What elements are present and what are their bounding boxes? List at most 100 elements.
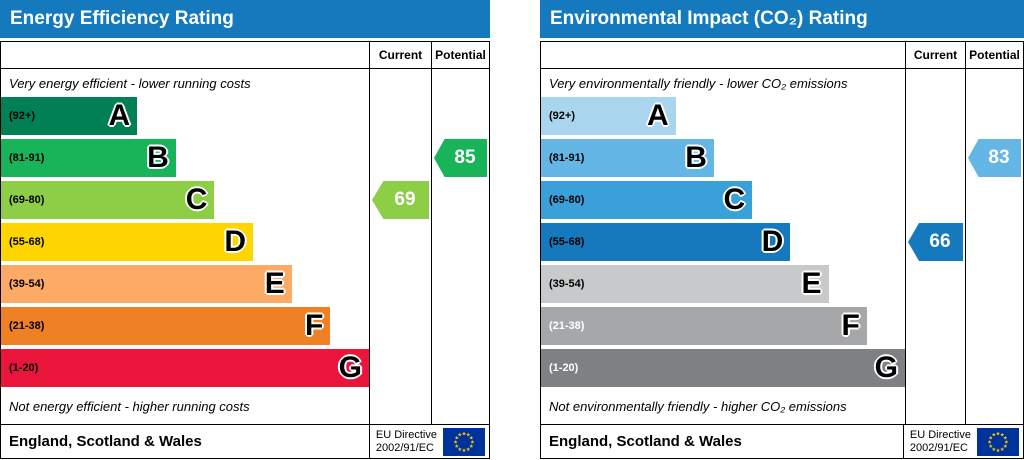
- current-rating-value: 69: [394, 189, 416, 210]
- current-rating-arrow: 66: [908, 223, 963, 261]
- current-rating-arrow: 69: [372, 181, 429, 219]
- band-b-letter: B: [685, 141, 707, 174]
- bottom-note: Not energy efficient - higher running co…: [9, 399, 250, 414]
- band-g-range: (1-20): [9, 362, 39, 374]
- band-e-bar: (39-54) E: [1, 265, 292, 303]
- band-b-bar: (81-91) B: [541, 139, 714, 177]
- band-g-range: (1-20): [549, 362, 579, 374]
- band-d-bar: (55-68) D: [1, 223, 254, 261]
- band-e-range: (39-54): [9, 278, 45, 290]
- column-header-divider: [1, 68, 489, 69]
- current-rating-value: 66: [929, 231, 951, 252]
- chart-body: Very environmentally friendly - lower CO…: [540, 41, 1024, 459]
- band-b-bar: (81-91) B: [1, 139, 176, 177]
- potential-rating-arrow: 85: [434, 139, 487, 177]
- rating-bands: (92+) A (81-91) B (69-80) C (55-68) D (39-54…: [541, 97, 905, 391]
- band-a: (92+) A: [1, 97, 369, 139]
- current-column-header: Current: [378, 48, 423, 62]
- potential-column-header: Potential: [435, 48, 486, 62]
- eu-directive-label: EU Directive 2002/91/EC: [368, 425, 443, 458]
- potential-rating-value: 83: [988, 147, 1010, 168]
- band-d: (55-68) D: [1, 223, 369, 265]
- chart-title-bar: Energy Efficiency Rating: [0, 0, 490, 38]
- band-a-letter: A: [647, 99, 669, 132]
- chart-body: Very energy efficient - lower running co…: [0, 41, 490, 459]
- band-g: (1-20) G: [541, 349, 905, 391]
- region-label: England, Scotland & Wales: [9, 433, 202, 450]
- bands-area: Very environmentally friendly - lower CO…: [541, 69, 905, 424]
- band-c-range: (69-80): [549, 194, 585, 206]
- band-a-letter: A: [108, 99, 131, 132]
- band-a-range: (92+): [9, 110, 35, 122]
- band-f: (21-38) F: [541, 307, 905, 349]
- band-e-range: (39-54): [549, 278, 585, 290]
- bands-area: Very energy efficient - lower running co…: [1, 69, 369, 424]
- band-f-range: (21-38): [9, 320, 45, 332]
- band-d-bar: (55-68) D: [541, 223, 791, 261]
- eu-directive-line2: 2002/91/EC: [909, 441, 968, 454]
- current-column: Current 69: [369, 42, 431, 424]
- rating-table: Very energy efficient - lower running co…: [1, 42, 489, 424]
- chart-title: Environmental Impact (CO₂) Rating: [550, 8, 868, 29]
- environmental-impact-rating-chart: Environmental Impact (CO₂) Rating Very e…: [540, 0, 1024, 459]
- band-c-range: (69-80): [9, 194, 45, 206]
- band-f-range: (21-38): [549, 320, 585, 332]
- band-g-letter: G: [338, 351, 362, 384]
- band-d-letter: D: [224, 225, 247, 258]
- band-g-bar: (1-20) G: [541, 349, 905, 387]
- band-c: (69-80) C: [541, 181, 905, 223]
- band-b: (81-91) B: [1, 139, 369, 181]
- band-e: (39-54) E: [541, 265, 905, 307]
- eu-directive-line2: 2002/91/EC: [375, 441, 434, 454]
- eu-directive-line1: EU Directive: [909, 428, 971, 441]
- band-e-bar: (39-54) E: [541, 265, 829, 303]
- top-note: Very environmentally friendly - lower CO…: [549, 76, 848, 91]
- top-note: Very energy efficient - lower running co…: [9, 76, 251, 91]
- potential-column: Potential 83: [965, 42, 1023, 424]
- band-f-bar: (21-38) F: [1, 307, 331, 345]
- band-a-range: (92+): [549, 110, 575, 122]
- rating-bands: (92+) A (81-91) B (69-80) C (55-68) D (39-54…: [1, 97, 369, 391]
- bottom-note: Not environmentally friendly - higher CO…: [549, 399, 847, 414]
- band-d-range: (55-68): [9, 236, 45, 248]
- band-d: (55-68) D: [541, 223, 905, 265]
- eu-directive-label: EU Directive 2002/91/EC: [902, 425, 977, 458]
- band-e: (39-54) E: [1, 265, 369, 307]
- band-a-bar: (92+) A: [1, 97, 138, 135]
- band-c-bar: (69-80) C: [1, 181, 215, 219]
- band-d-letter: D: [761, 225, 784, 258]
- band-g-letter: G: [874, 351, 898, 384]
- band-d-range: (55-68): [549, 236, 585, 248]
- band-f-bar: (21-38) F: [541, 307, 867, 345]
- eu-directive-line1: EU Directive: [375, 428, 437, 441]
- current-column: Current 66: [905, 42, 965, 424]
- band-g-bar: (1-20) G: [1, 349, 369, 387]
- band-c-letter: C: [723, 183, 746, 216]
- band-b-range: (81-91): [9, 152, 45, 164]
- potential-column-header: Potential: [969, 48, 1020, 62]
- band-f-letter: F: [841, 309, 860, 342]
- band-a-bar: (92+) A: [541, 97, 676, 135]
- chart-title-bar: Environmental Impact (CO₂) Rating: [540, 0, 1024, 38]
- band-b-range: (81-91): [549, 152, 585, 164]
- chart-footer: England, Scotland & Wales EU Directive 2…: [1, 424, 489, 458]
- band-c-letter: C: [185, 183, 208, 216]
- column-header-divider: [541, 68, 1023, 69]
- potential-column: Potential 85: [431, 42, 489, 424]
- eu-flag-icon: [443, 427, 485, 456]
- chart-title: Energy Efficiency Rating: [10, 8, 234, 29]
- band-e-letter: E: [264, 267, 285, 300]
- band-g: (1-20) G: [1, 349, 369, 391]
- energy-efficiency-rating-chart: Energy Efficiency Rating Very energy eff…: [0, 0, 490, 459]
- band-f: (21-38) F: [1, 307, 369, 349]
- region-label: England, Scotland & Wales: [549, 433, 742, 450]
- current-column-header: Current: [913, 48, 958, 62]
- band-c-bar: (69-80) C: [541, 181, 753, 219]
- band-f-letter: F: [305, 309, 324, 342]
- band-e-letter: E: [801, 267, 822, 300]
- band-b: (81-91) B: [541, 139, 905, 181]
- band-c: (69-80) C: [1, 181, 369, 223]
- eu-flag-icon: [977, 427, 1019, 456]
- band-b-letter: B: [147, 141, 169, 174]
